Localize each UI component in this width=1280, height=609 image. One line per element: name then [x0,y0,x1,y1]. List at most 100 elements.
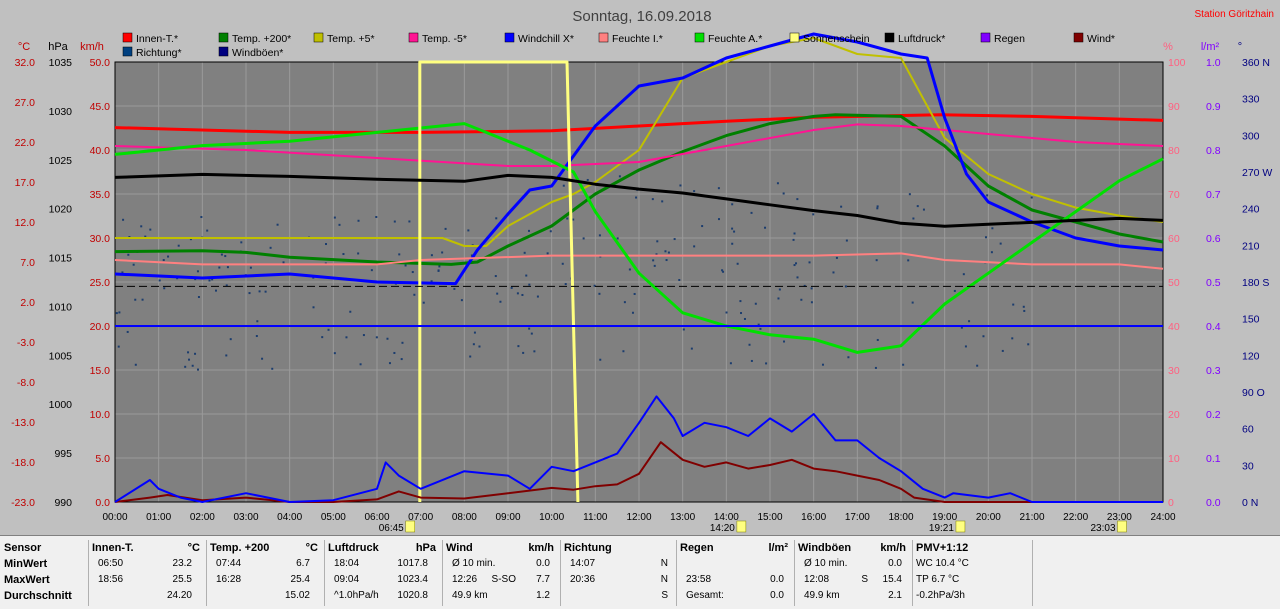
direction-point [197,368,200,371]
legend-swatch [218,32,229,43]
rain-unit-label: l/m² [1201,41,1220,53]
direction-point [976,364,979,367]
stat-cell: Ø 10 min. [452,558,496,569]
wind-unit: km/h [528,542,554,554]
direction-point [375,216,378,219]
direction-point [990,251,993,254]
direction-point [655,253,658,256]
sun-marker-label: 23:03 [1090,523,1115,534]
stat-row: Gesamt: 0.0 [680,588,790,604]
series-windb-en- [114,395,1163,503]
stat-row: 15.02 [210,588,320,604]
percent-unit-label: % [1163,41,1173,53]
direction-point [1030,196,1033,199]
direction-point [750,211,753,214]
direction-point [177,244,180,247]
direction-point [261,357,264,360]
percent-tick-label: 70 [1168,189,1180,201]
temp-unit: °C [305,542,318,554]
direction-point [736,262,739,265]
x-tick-label: 10:00 [539,512,564,523]
percent-tick-label: 60 [1168,233,1180,245]
direction-point [631,311,634,314]
direction-point [962,273,965,276]
rain-tick-label: 0.4 [1206,321,1221,333]
direction-point [196,270,199,273]
sun-marker-icon [1117,520,1127,533]
direction-point [622,350,625,353]
direction-point [408,220,411,223]
direction-point [731,203,734,206]
direction-point [598,292,601,295]
direction-point [1011,337,1014,340]
x-tick-label: 00:00 [102,512,127,523]
dir-tick-label: 330 [1242,94,1260,106]
series-feuchte-i- [114,252,1164,270]
direction-point [725,311,728,314]
direction-point [982,335,985,338]
direction-point [776,182,779,185]
direction-point [370,269,373,272]
direction-point [876,338,879,341]
percent-tick-label: 30 [1168,365,1180,377]
direction-point [140,225,143,228]
direction-point [652,259,655,262]
rain-tick-label: 0.9 [1206,101,1221,113]
stat-cell: 49.9 km [804,590,840,601]
series-feuchte-a- [114,122,1164,354]
direction-point [922,208,925,211]
x-tick-label: 04:00 [277,512,302,523]
celsius-tick-label: 7.0 [20,257,35,269]
direction-point [430,280,433,283]
direction-point [1027,343,1030,346]
dir-tick-label: 0 N [1242,497,1258,509]
legend-label: Temp. +200* [232,33,291,45]
series-sonnenschein [418,60,580,503]
x-tick-label: 19:00 [932,512,957,523]
legend-swatch [218,46,229,57]
direction-point [200,216,203,219]
direction-point [778,288,781,291]
chart-axes: 00:00 01:00 02:00 03:00 04:00 05:00 06:00 07:00… [11,41,1272,534]
direction-point [359,363,362,366]
direction-point [599,358,602,361]
dir-tick-label: 270 W [1242,167,1272,179]
regen-unit: l/m² [768,542,788,554]
direction-point [582,237,585,240]
luft-title: Luftdruck [328,542,379,554]
dir-tick-label: 30 [1242,460,1254,472]
legend-swatch [122,46,133,57]
chart-series [114,32,1164,503]
celsius-tick-label: 17.0 [15,177,36,189]
percent-tick-label: 40 [1168,321,1180,333]
stat-cell: 2.1 [888,590,902,601]
direction-point [349,310,352,313]
innen-title: Innen-T. [92,542,134,554]
stat-cell: 12:08 [804,574,830,585]
stat-row: 09:04 1023.4 [328,572,438,588]
direction-point [115,312,118,315]
stat-cell: 0.0 [536,558,550,569]
direction-point [618,175,621,178]
direction-point [968,320,971,323]
direction-point [249,266,252,269]
col-richtung: Richtung 14:07 N 20:36 N S [560,540,677,606]
direction-point [812,213,815,216]
direction-point [401,341,404,344]
hpa-tick-label: 1000 [49,399,73,411]
x-tick-label: 14:00 [714,512,739,523]
direction-point [678,278,681,281]
stat-row: WC 10.4 °C [916,556,1028,572]
direction-point [593,284,596,287]
dir-tick-label: 150 [1242,314,1260,326]
wind-header: Wind km/h [446,540,556,556]
dir-tick-label: 240 [1242,204,1260,216]
legend-label: Wind* [1087,33,1115,45]
direction-point [908,193,911,196]
legend-label: Temp. +5* [327,33,375,45]
legend-swatch [884,32,895,43]
kmh-tick-label: 50.0 [90,57,111,69]
direction-point [517,345,520,348]
direction-point [566,217,569,220]
stat-row: 16:28 25.4 [210,572,320,588]
